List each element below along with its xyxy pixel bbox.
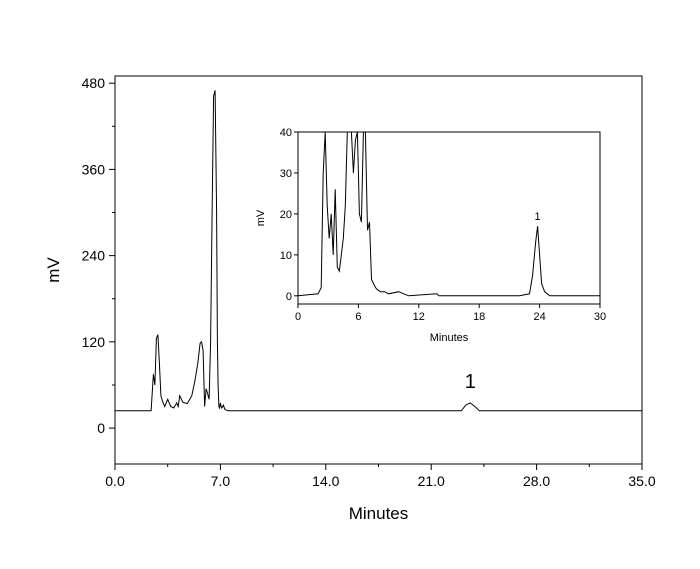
inset-y-tick-label: 20: [280, 209, 292, 221]
main-x-tick-label: 7.0: [211, 473, 231, 489]
main-x-axis-label: Minutes: [349, 504, 409, 523]
main-series-line: [115, 90, 642, 412]
main-y-tick-label: 120: [82, 334, 106, 350]
main-y-tick-label: 360: [82, 161, 106, 177]
inset-x-tick-label: 18: [473, 311, 485, 323]
inset-peak-label: 1: [535, 211, 541, 223]
main-x-tick-label: 14.0: [312, 473, 339, 489]
main-x-tick-label: 0.0: [105, 473, 125, 489]
inset-y-tick-label: 30: [280, 168, 292, 180]
main-x-tick-label: 21.0: [418, 473, 445, 489]
main-y-tick-label: 480: [82, 75, 106, 91]
main-peak-label: 1: [465, 371, 476, 393]
inset-x-tick-label: 12: [413, 311, 425, 323]
inset-x-tick-label: 30: [594, 311, 606, 323]
main-y-tick-label: 0: [97, 420, 105, 436]
inset-y-tick-label: 0: [286, 291, 292, 303]
inset-x-tick-label: 6: [355, 311, 361, 323]
inset-x-axis-label: Minutes: [430, 332, 469, 344]
inset-axis-ticks: [294, 131, 601, 308]
main-x-tick-label: 28.0: [523, 473, 550, 489]
inset-x-tick-label: 24: [533, 311, 545, 323]
inset-plot-frame: [297, 131, 601, 305]
inset-y-tick-label: 40: [280, 127, 292, 139]
main-y-axis-label: mV: [44, 257, 63, 283]
main-y-tick-label: 240: [82, 248, 106, 264]
inset-chart: 0 6 12 18 24 30 0 10 20 30 40 Minutes mV 1: [255, 127, 606, 344]
inset-y-tick-label: 10: [280, 250, 292, 262]
main-x-tick-label: 35.0: [628, 473, 655, 489]
main-axis-ticks: [109, 82, 643, 470]
inset-series-line: [297, 131, 600, 297]
inset-y-axis-label: mV: [255, 209, 267, 226]
inset-x-tick-label: 0: [295, 311, 301, 323]
inset-axis-tick-labels: 0 6 12 18 24 30 0 10 20 30 40: [280, 127, 606, 323]
